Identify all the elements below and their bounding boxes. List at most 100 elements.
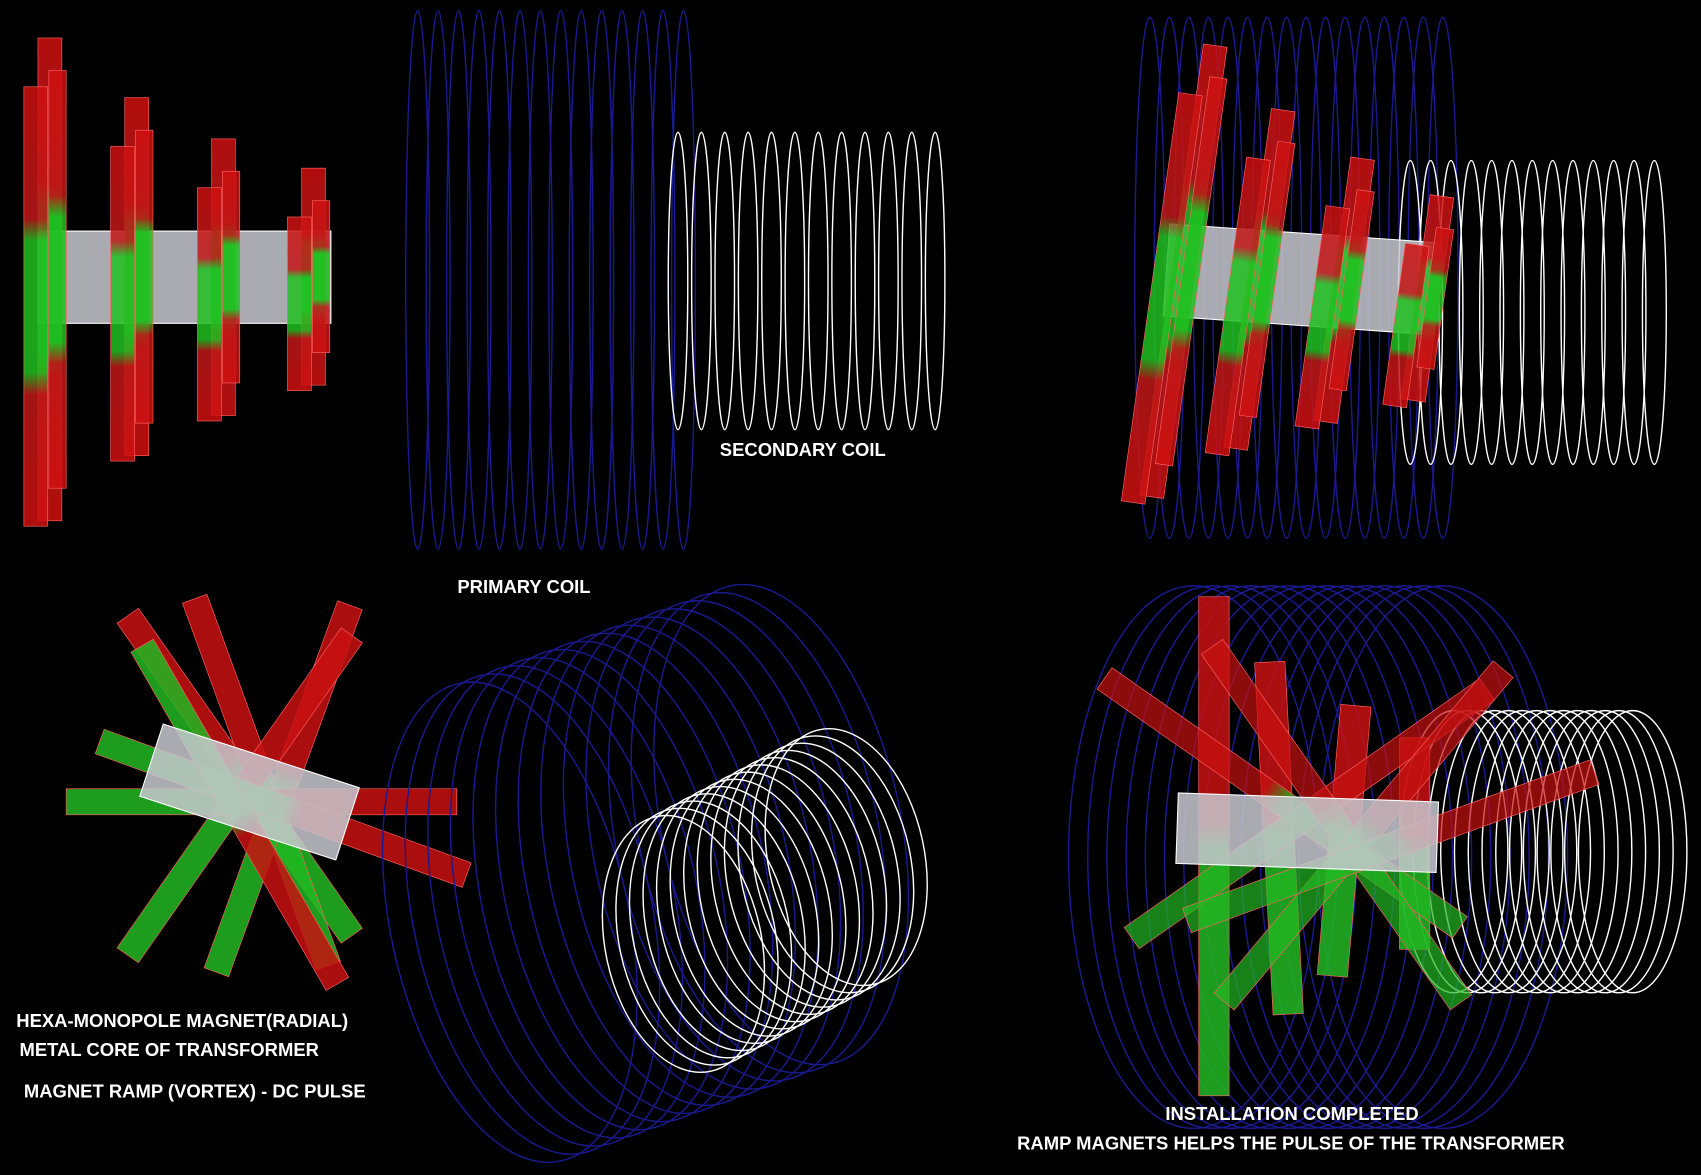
coil-turn: [589, 10, 615, 550]
coil-turn: [425, 10, 451, 550]
magnet-bar: [1120, 92, 1203, 505]
coil-turn: [854, 131, 876, 431]
magnet-bar: [110, 146, 135, 462]
magnet-bar: [1204, 156, 1271, 457]
label-ramp-helps: RAMP MAGNETS HELPS THE PULSE OF THE TRAN…: [1017, 1132, 1565, 1153]
coil-turn: [1519, 159, 1545, 466]
coil-turn: [1550, 709, 1661, 994]
coil-turn: [1495, 709, 1605, 994]
coil-turn: [630, 591, 887, 1074]
coil-turn: [466, 10, 492, 550]
coil-turn: [1641, 159, 1667, 466]
metal-core: [37, 230, 332, 324]
coil-turn: [653, 583, 910, 1066]
coil-turn: [1478, 159, 1505, 466]
coil-turn: [650, 10, 676, 550]
coil-turn: [764, 728, 928, 987]
metal-core: [1175, 792, 1440, 874]
coil-turn: [527, 10, 553, 550]
coil-turn: [629, 10, 656, 550]
coil-turn: [750, 735, 915, 994]
label-hexa-monopole: HEXA-MONOPOLE MAGNET(RADIAL): [16, 1010, 348, 1031]
coil-turn: [924, 131, 946, 431]
coil-turn: [690, 131, 712, 431]
coil-turn: [655, 785, 820, 1045]
coil-turn: [877, 131, 899, 431]
coil-turn: [667, 131, 689, 431]
coil-turn: [670, 10, 697, 550]
coil-turn: [1601, 159, 1627, 466]
metal-core: [139, 723, 360, 861]
coil-turn: [710, 756, 874, 1016]
coil-turn: [449, 657, 706, 1139]
coil-turn: [517, 632, 774, 1115]
magnet-bar: [1382, 242, 1430, 409]
coil-turn: [562, 616, 819, 1098]
coil-turn: [568, 10, 594, 550]
magnet-bar: [23, 86, 49, 527]
coil-turn: [1508, 709, 1619, 994]
label-primary-coil: PRIMARY COIL: [457, 576, 590, 597]
label-installation: INSTALLATION COMPLETED: [1165, 1103, 1418, 1124]
magnet-bar: [1294, 205, 1351, 430]
coil-turn: [737, 131, 759, 431]
coil-turn: [1481, 709, 1592, 994]
coil-turn: [683, 771, 847, 1030]
label-metal-core: METAL CORE OF TRANSFORMER: [20, 1039, 319, 1060]
magnet-bar: [287, 216, 312, 391]
coil-turn: [1540, 159, 1566, 466]
coil-turn: [737, 742, 901, 1001]
drawing: [23, 10, 1688, 1163]
magnet-bar: [1328, 189, 1375, 392]
coil-turn: [507, 10, 533, 550]
magnet-bar: [197, 187, 222, 422]
coil-turn: [472, 648, 729, 1131]
coil-turn: [1499, 159, 1525, 466]
coil-turn: [1522, 709, 1633, 994]
coil-turn: [615, 807, 779, 1066]
coil-turn: [601, 814, 766, 1073]
coil-turn: [381, 681, 638, 1163]
coil-turn: [696, 764, 861, 1023]
label-secondary-coil: SECONDARY COIL: [720, 439, 886, 460]
coil-turn: [609, 10, 635, 550]
coil-turn: [1458, 159, 1484, 466]
coil-turn: [761, 131, 782, 431]
coil-turn: [1621, 159, 1647, 466]
coil-turn: [714, 131, 736, 431]
coil-turn: [1440, 709, 1550, 994]
coil-turn: [901, 131, 923, 431]
coil-turn: [445, 10, 472, 550]
coil-turn: [486, 10, 513, 550]
coil-turn: [669, 778, 833, 1037]
coil-turn: [1580, 159, 1606, 466]
coil-turn: [494, 640, 751, 1123]
label-magnet-ramp: MAGNET RAMP (VORTEX) - DC PULSE: [24, 1080, 366, 1101]
coil-turn: [607, 600, 864, 1082]
magnet-bar: [1416, 226, 1454, 370]
coil-turn: [1453, 709, 1564, 994]
magnet-bar: [1154, 76, 1228, 467]
magnet-bar: [135, 129, 154, 424]
coil-turn: [585, 608, 842, 1090]
magnet-bar: [48, 70, 67, 489]
coil-turn: [1467, 709, 1578, 994]
coil-turn: [1536, 709, 1647, 994]
coil-turn: [628, 800, 793, 1059]
coil-turn: [1563, 709, 1674, 994]
magnet-bar: [222, 171, 241, 384]
coil-turn: [723, 749, 888, 1008]
coil-turn: [831, 131, 853, 431]
magnet-bar: [1238, 140, 1296, 418]
coil-turn: [1560, 159, 1586, 466]
coil-turn: [784, 131, 806, 431]
magnet-bar: [312, 200, 331, 353]
coil-turn: [1577, 709, 1688, 994]
coil-turn: [540, 624, 797, 1107]
coil-turn: [642, 793, 806, 1052]
coil-turn: [548, 10, 574, 550]
coil-turn: [405, 10, 431, 550]
coil-turn: [807, 131, 829, 431]
